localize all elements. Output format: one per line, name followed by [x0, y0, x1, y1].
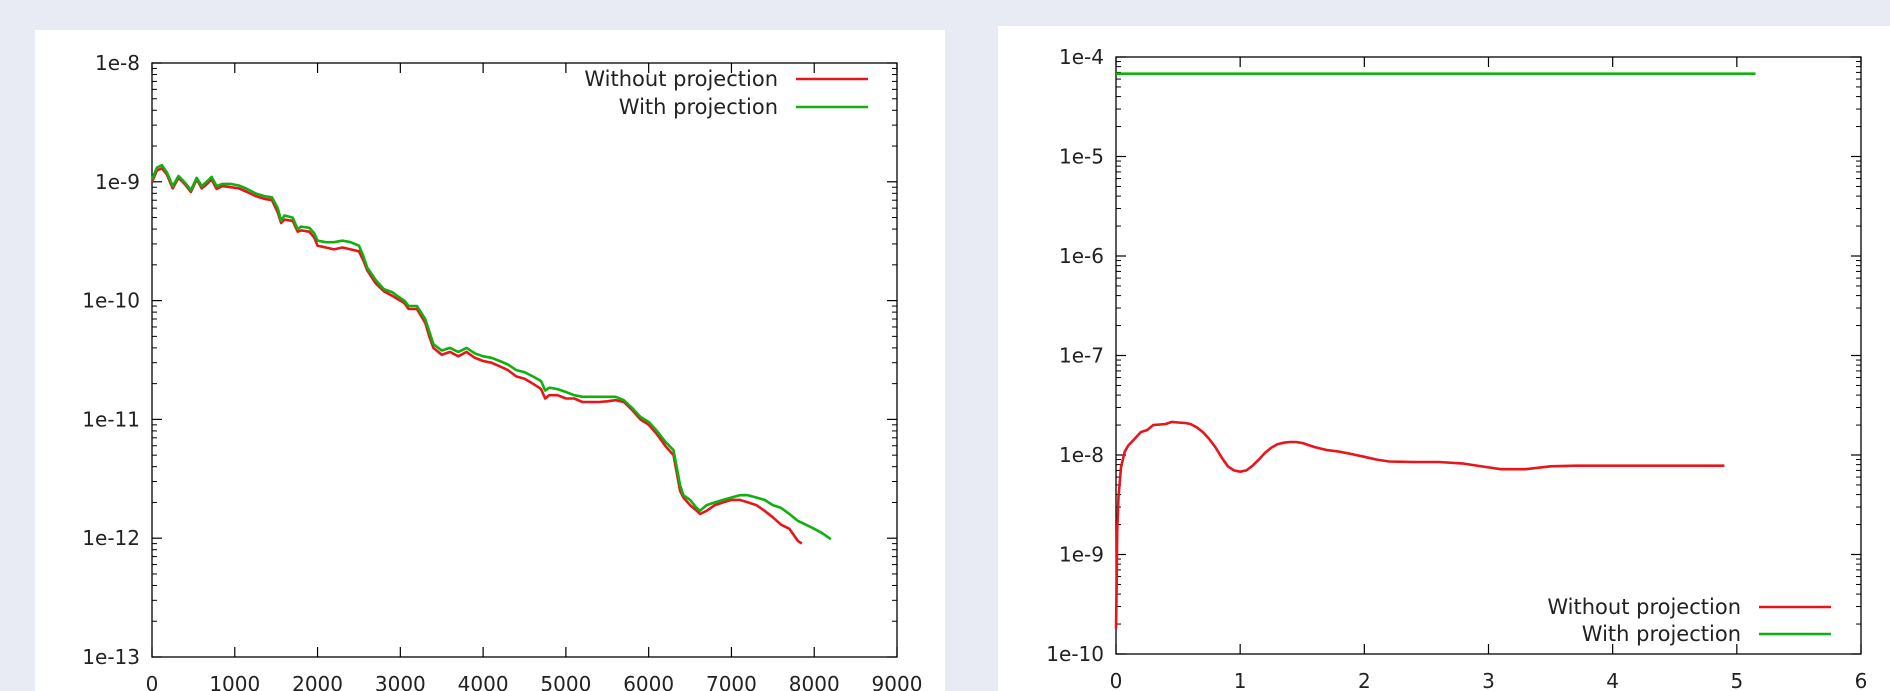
series-line-without-projection: [150, 167, 803, 545]
y-tick-label: 1e-11: [82, 407, 140, 431]
x-tick-label: 4: [1606, 669, 1619, 691]
series-line-with-projection: [150, 163, 832, 541]
y-tick-label: 1e-10: [82, 289, 140, 313]
y-tick-label: 1e-9: [95, 170, 140, 194]
right-chart: 0 1 2 3 4 5 6 1e-10 1e-9 1e-8 1e-7 1e-6 1e-5 1e-4 With…: [1046, 45, 1868, 691]
x-tick-label: 3: [1482, 669, 1495, 691]
left-chart: 0 1000 2000 3000 4000 5000 6000 7000 8000 9000 1e-…: [82, 51, 923, 691]
x-tick-label: 1: [1234, 669, 1247, 691]
plot-frame: [151, 62, 898, 658]
x-tick-label: 2000: [292, 672, 343, 691]
x-tick-label: 1000: [209, 672, 260, 691]
x-tick-label: 5000: [540, 672, 591, 691]
x-tick-label: 0: [1110, 669, 1123, 691]
y-tick-label: 1e-6: [1059, 244, 1104, 268]
x-tick-label: 2: [1358, 669, 1371, 691]
x-tick-label: 4000: [458, 672, 509, 691]
y-tick-label: 1e-8: [1059, 443, 1104, 467]
y-tick-label: 1e-7: [1059, 344, 1104, 368]
x-tick-label: 3000: [375, 672, 426, 691]
legend-label: With projection: [619, 95, 778, 119]
x-tick-label: 6: [1855, 669, 1868, 691]
y-tick-label: 1e-8: [95, 51, 140, 75]
y-tick-label: 1e-13: [82, 645, 140, 669]
legend-label: With projection: [1582, 622, 1741, 646]
x-tick-label: 8000: [789, 672, 840, 691]
plot-frame: [1115, 56, 1862, 655]
right-chart-panel: 0 1 2 3 4 5 6 1e-10 1e-9 1e-8 1e-7 1e-6 1e-5 1e-4 With…: [998, 26, 1890, 691]
legend-label: Without projection: [1547, 595, 1741, 619]
left-chart-panel: 0 1000 2000 3000 4000 5000 6000 7000 8000 9000 1e-…: [35, 30, 945, 691]
x-tick-label: 7000: [706, 672, 757, 691]
y-tick-label: 1e-12: [82, 526, 140, 550]
x-tick-label: 6000: [623, 672, 674, 691]
y-tick-label: 1e-9: [1059, 543, 1104, 567]
legend-label: Without projection: [584, 67, 778, 91]
series-line-without-projection: [1114, 420, 1725, 629]
y-tick-label: 1e-4: [1059, 45, 1104, 69]
x-tick-label: 5: [1730, 669, 1743, 691]
y-tick-label: 1e-10: [1046, 642, 1104, 666]
x-tick-label: 9000: [872, 672, 923, 691]
y-tick-label: 1e-5: [1059, 145, 1104, 169]
x-tick-label: 0: [146, 672, 159, 691]
